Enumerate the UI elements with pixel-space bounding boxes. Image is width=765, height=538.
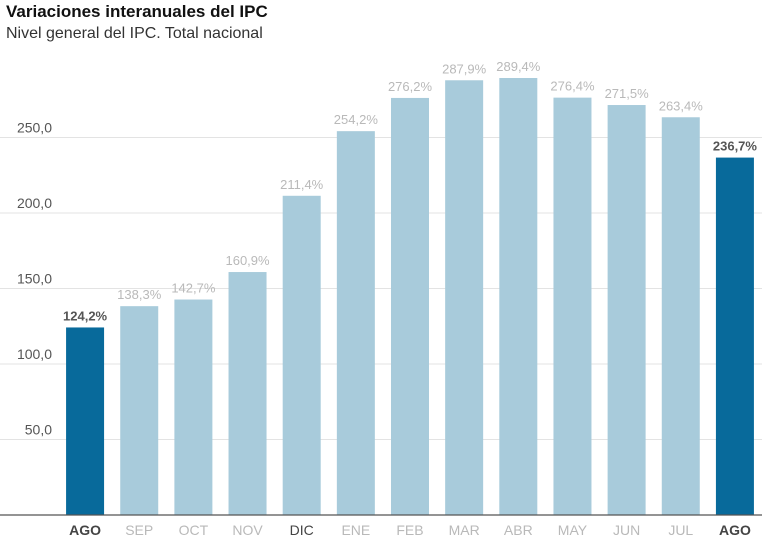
bar-value-label: 236,7% xyxy=(713,139,758,154)
bar xyxy=(336,131,375,515)
x-tick-label: JUN xyxy=(613,522,640,538)
y-tick-label: 100,0 xyxy=(17,346,52,362)
bar xyxy=(66,327,105,515)
x-tick-label: SEP xyxy=(125,522,153,538)
bar-value-label: 289,4% xyxy=(496,59,541,74)
x-tick-label: AGO xyxy=(69,522,101,538)
bar xyxy=(715,157,754,515)
bar-value-label: 254,2% xyxy=(334,112,379,127)
x-tick-label: NOV xyxy=(232,522,263,538)
bar xyxy=(282,195,321,515)
bar xyxy=(661,117,700,516)
bar xyxy=(445,80,484,516)
y-tick-label: 150,0 xyxy=(17,271,52,287)
bar xyxy=(553,97,592,516)
bar-value-label: 276,2% xyxy=(388,79,433,94)
bar-value-label: 124,2% xyxy=(63,308,108,323)
x-tick-label: ENE xyxy=(341,522,370,538)
y-tick-label: 250,0 xyxy=(17,120,52,136)
chart-title: Variaciones interanuales del IPC xyxy=(6,2,268,21)
y-tick-label: 200,0 xyxy=(17,195,52,211)
x-tick-label: ABR xyxy=(504,522,533,538)
x-tick-label: JUL xyxy=(668,522,693,538)
bar-value-label: 276,4% xyxy=(550,79,595,94)
bar-value-label: 271,5% xyxy=(605,86,650,101)
bar xyxy=(174,299,213,515)
bar-value-label: 263,4% xyxy=(659,98,704,113)
y-tick-label: 50,0 xyxy=(25,422,52,438)
bar-value-label: 160,9% xyxy=(225,253,270,268)
bar xyxy=(228,272,267,515)
x-tick-label: FEB xyxy=(396,522,423,538)
bar-layer xyxy=(66,78,754,516)
bar xyxy=(607,105,646,515)
bar xyxy=(499,78,538,516)
chart-subtitle: Nivel general del IPC. Total nacional xyxy=(6,25,263,42)
bar-value-label: 211,4% xyxy=(280,177,324,192)
x-tick-label: MAY xyxy=(558,522,588,538)
bar-value-label: 287,9% xyxy=(442,61,487,76)
label-layer: 124,2% AGO 138,3% SEP 142,7% OCT 160,9% NOV 211,… xyxy=(63,59,757,538)
bar-value-label: 142,7% xyxy=(171,281,216,296)
bar-value-label: 138,3% xyxy=(117,287,162,302)
bar xyxy=(120,306,159,515)
x-tick-label: MAR xyxy=(449,522,480,538)
x-tick-label: OCT xyxy=(179,522,209,538)
bar xyxy=(391,97,429,516)
x-tick-label: DIC xyxy=(290,522,314,538)
x-tick-label: AGO xyxy=(719,522,751,538)
grid-layer: 50,0 100,0 150,0 200,0 250,0 xyxy=(0,120,762,440)
